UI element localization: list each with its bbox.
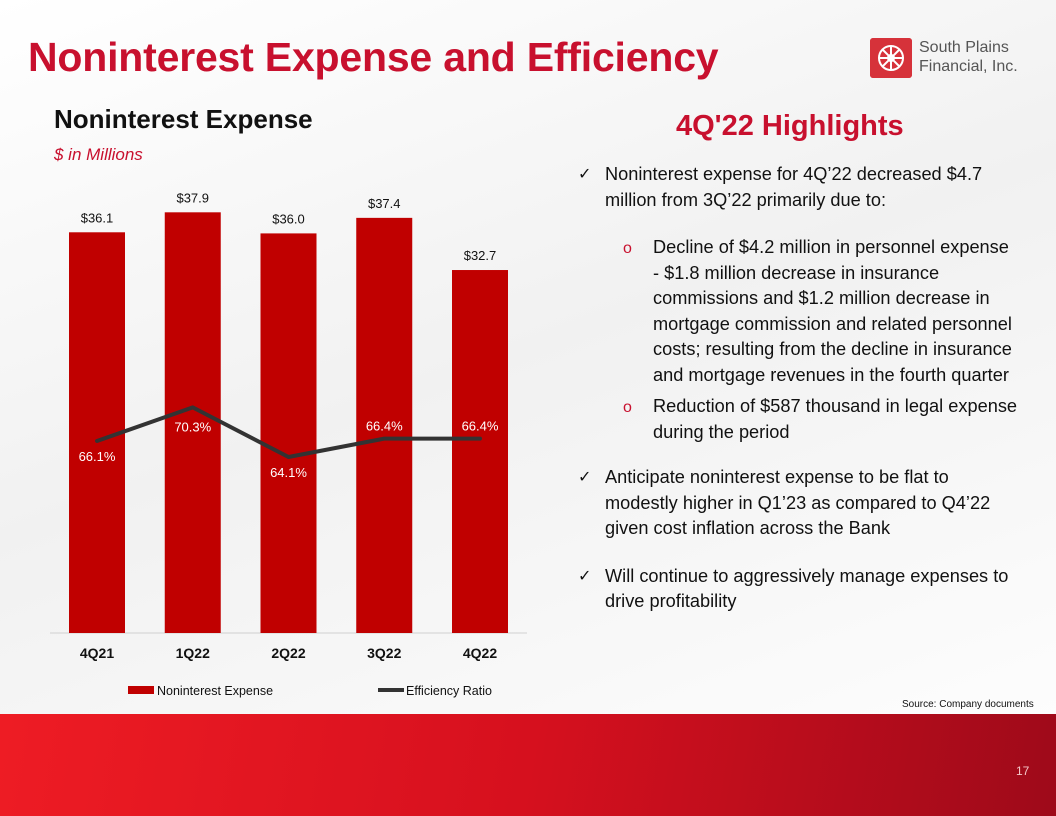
highlight-item: ✓ Anticipate noninterest expense to be fl…	[578, 465, 1018, 542]
bar-value-label: $36.1	[81, 210, 114, 225]
circle-bullet-icon: o	[623, 240, 632, 257]
expense-bar	[452, 270, 508, 633]
highlight-item: ✓ Noninterest expense for 4Q’22 decreased…	[578, 162, 1018, 445]
x-tick-label: 4Q21	[80, 645, 114, 661]
highlight-text-value: Noninterest expense for 4Q’22 decreased …	[605, 164, 983, 210]
highlights-title: 4Q'22 Highlights	[676, 110, 904, 142]
highlight-subitem: o Reduction of $587 thousand in legal exp…	[578, 394, 1018, 445]
checkmark-icon: ✓	[578, 469, 592, 486]
highlight-subitem-text: Decline of $4.2 million in personnel exp…	[653, 237, 1012, 385]
company-logo: South Plains Financial, Inc.	[870, 36, 1050, 80]
efficiency-ratio-line	[95, 405, 482, 459]
chart-title: Noninterest Expense	[54, 104, 313, 134]
highlight-item: ✓ Will continue to aggressively manage ex…	[578, 564, 1018, 615]
footer-band	[0, 714, 1056, 816]
page-number: 17	[1016, 764, 1030, 778]
logo-text-line2: Financial, Inc.	[919, 58, 1018, 75]
ratio-value-label: 66.4%	[462, 419, 499, 434]
checkmark-icon: ✓	[578, 166, 592, 183]
expense-bar	[164, 212, 221, 633]
legend-label-ratio: Efficiency Ratio	[406, 684, 492, 698]
logo-text-line1: South Plains	[919, 39, 1009, 56]
circle-bullet-icon: o	[623, 399, 632, 416]
highlight-text-value: Anticipate noninterest expense to be fla…	[605, 467, 991, 538]
expense-chart: $36.1 4Q21 $37.9 1Q22 $36.0 2Q22 $37.4 3Q22 $32.…	[50, 190, 527, 698]
checkmark-icon: ✓	[578, 567, 592, 585]
x-tick-label: 4Q22	[463, 645, 497, 661]
highlight-subitem-text: Reduction of $587 thousand in legal expe…	[653, 396, 1018, 442]
source-note: Source: Company documents	[902, 699, 1034, 710]
expense-bar	[356, 217, 413, 634]
slide-title: Noninterest Expense and Efficiency	[28, 34, 719, 80]
highlight-subitem: o Decline of $4.2 million in personnel ex…	[578, 235, 1018, 388]
bar-value-label: $32.7	[464, 248, 497, 263]
ratio-value-label: 64.1%	[270, 465, 307, 480]
highlight-text: ✓ Anticipate noninterest expense to be fl…	[578, 465, 1018, 542]
highlights-list: ✓ Noninterest expense for 4Q’22 decreased…	[578, 162, 1018, 615]
highlight-text-value: Will continue to aggressively manage exp…	[605, 565, 1009, 612]
ratio-value-label: 66.4%	[366, 419, 403, 434]
highlight-text: ✓ Noninterest expense for 4Q’22 decreased…	[578, 162, 1018, 213]
expense-bar	[260, 233, 317, 633]
legend-swatch-expense	[128, 686, 154, 694]
legend-label-expense: Noninterest Expense	[157, 684, 273, 698]
ratio-value-label: 66.1%	[79, 449, 116, 464]
logo-mark-icon	[870, 38, 912, 78]
bar-value-label: $36.0	[272, 211, 305, 226]
bar-value-label: $37.4	[368, 196, 401, 211]
bar-value-label: $37.9	[176, 190, 209, 205]
x-tick-label: 3Q22	[367, 645, 401, 661]
x-tick-label: 2Q22	[271, 645, 305, 661]
highlight-text: ✓ Will continue to aggressively manage ex…	[578, 564, 1018, 615]
ratio-value-label: 70.3%	[174, 419, 211, 434]
chart-subtitle: $ in Millions	[54, 145, 143, 164]
x-tick-label: 1Q22	[176, 645, 210, 661]
